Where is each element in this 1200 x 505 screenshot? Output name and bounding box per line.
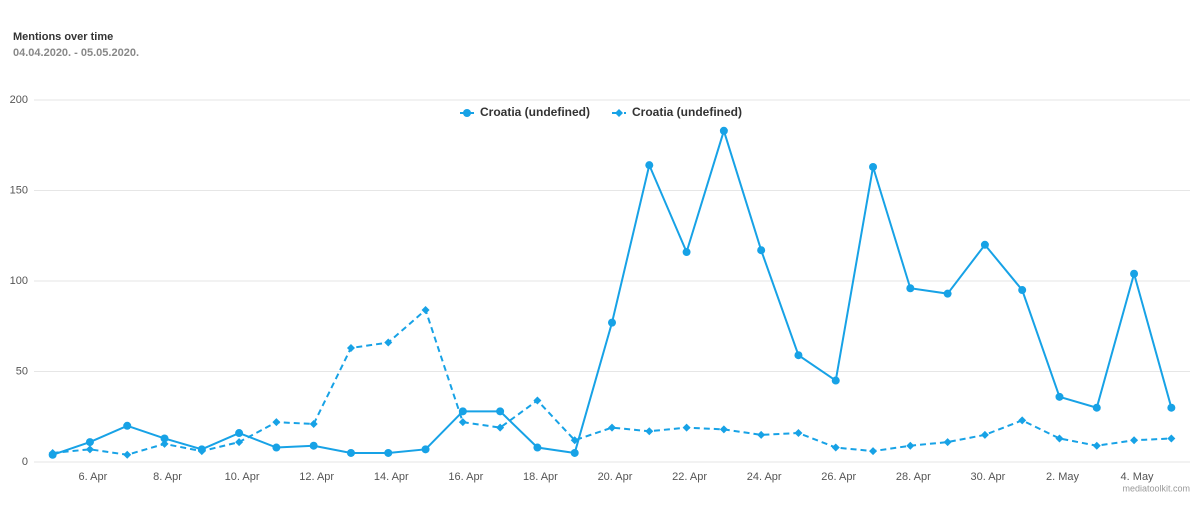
point: [272, 418, 281, 427]
point: [794, 351, 803, 360]
point: [85, 445, 94, 454]
y-tick-label: 0: [22, 456, 28, 468]
point: [85, 438, 94, 447]
point: [943, 438, 952, 447]
point: [160, 439, 169, 448]
point: [421, 445, 430, 454]
legend-label: Croatia (undefined): [480, 105, 590, 119]
x-tick-label: 2. May: [1046, 471, 1080, 483]
point: [123, 421, 132, 430]
x-tick-label: 30. Apr: [970, 471, 1005, 483]
point: [1055, 392, 1064, 401]
point: [1092, 403, 1101, 412]
series-line: [52, 308, 1172, 456]
point: [682, 248, 691, 257]
y-tick-label: 200: [10, 94, 28, 106]
point: [719, 425, 728, 434]
x-tick-label: 22. Apr: [672, 471, 707, 483]
legend-marker: [615, 109, 623, 117]
point: [197, 447, 206, 456]
x-tick-label: 26. Apr: [821, 471, 856, 483]
point: [346, 448, 355, 457]
x-tick-label: 16. Apr: [448, 471, 483, 483]
point: [943, 289, 952, 298]
x-tick-label: 8. Apr: [153, 471, 182, 483]
point: [496, 423, 505, 432]
point: [533, 443, 542, 452]
point: [1018, 286, 1027, 295]
point: [869, 447, 878, 456]
point: [719, 126, 728, 135]
point: [980, 430, 989, 439]
point: [906, 441, 915, 450]
point: [48, 448, 57, 457]
x-tick-label: 24. Apr: [747, 471, 782, 483]
point: [1018, 416, 1027, 425]
point: [608, 423, 616, 432]
point: [160, 434, 169, 443]
series-line: [52, 127, 1173, 456]
point: [906, 284, 915, 293]
point: [645, 161, 654, 170]
y-tick-label: 100: [10, 275, 28, 287]
point: [309, 441, 318, 450]
x-tick-label: 18. Apr: [523, 471, 558, 483]
point: [794, 429, 803, 438]
x-tick-label: 12. Apr: [299, 471, 334, 483]
point: [682, 423, 691, 432]
point: [980, 240, 989, 249]
point: [1130, 269, 1139, 278]
point: [757, 246, 766, 255]
point: [570, 448, 579, 457]
point: [757, 430, 766, 439]
x-tick-label: 6. Apr: [79, 471, 108, 483]
y-tick-label: 150: [10, 184, 28, 196]
point: [1055, 434, 1064, 443]
point: [608, 318, 616, 327]
point: [1130, 436, 1139, 445]
point: [496, 407, 505, 416]
point: [533, 396, 542, 405]
point: [831, 376, 840, 385]
point: [235, 429, 244, 438]
point: [421, 305, 430, 314]
point: [1167, 434, 1176, 443]
point: [235, 438, 244, 447]
point: [309, 419, 318, 428]
point: [831, 443, 840, 452]
point: [458, 418, 467, 427]
chart-title: Mentions over time: [13, 31, 113, 43]
legend-marker: [463, 109, 471, 117]
legend-label: Croatia (undefined): [632, 105, 742, 119]
point: [869, 162, 878, 171]
point: [123, 450, 132, 459]
point: [645, 427, 654, 436]
point: [384, 448, 393, 457]
point: [1167, 403, 1176, 412]
x-tick-label: 14. Apr: [374, 471, 409, 483]
y-tick-label: 50: [16, 365, 28, 377]
point: [1092, 441, 1101, 450]
x-tick-label: 4. May: [1121, 471, 1155, 483]
point: [346, 343, 355, 352]
x-tick-label: 28. Apr: [896, 471, 931, 483]
point: [384, 338, 393, 347]
chart-subtitle: 04.04.2020. - 05.05.2020.: [13, 47, 139, 59]
point: [570, 436, 579, 445]
point: [272, 443, 281, 452]
x-tick-label: 20. Apr: [598, 471, 633, 483]
x-tick-label: 10. Apr: [225, 471, 260, 483]
credit: mediatoolkit.com: [1122, 483, 1190, 493]
